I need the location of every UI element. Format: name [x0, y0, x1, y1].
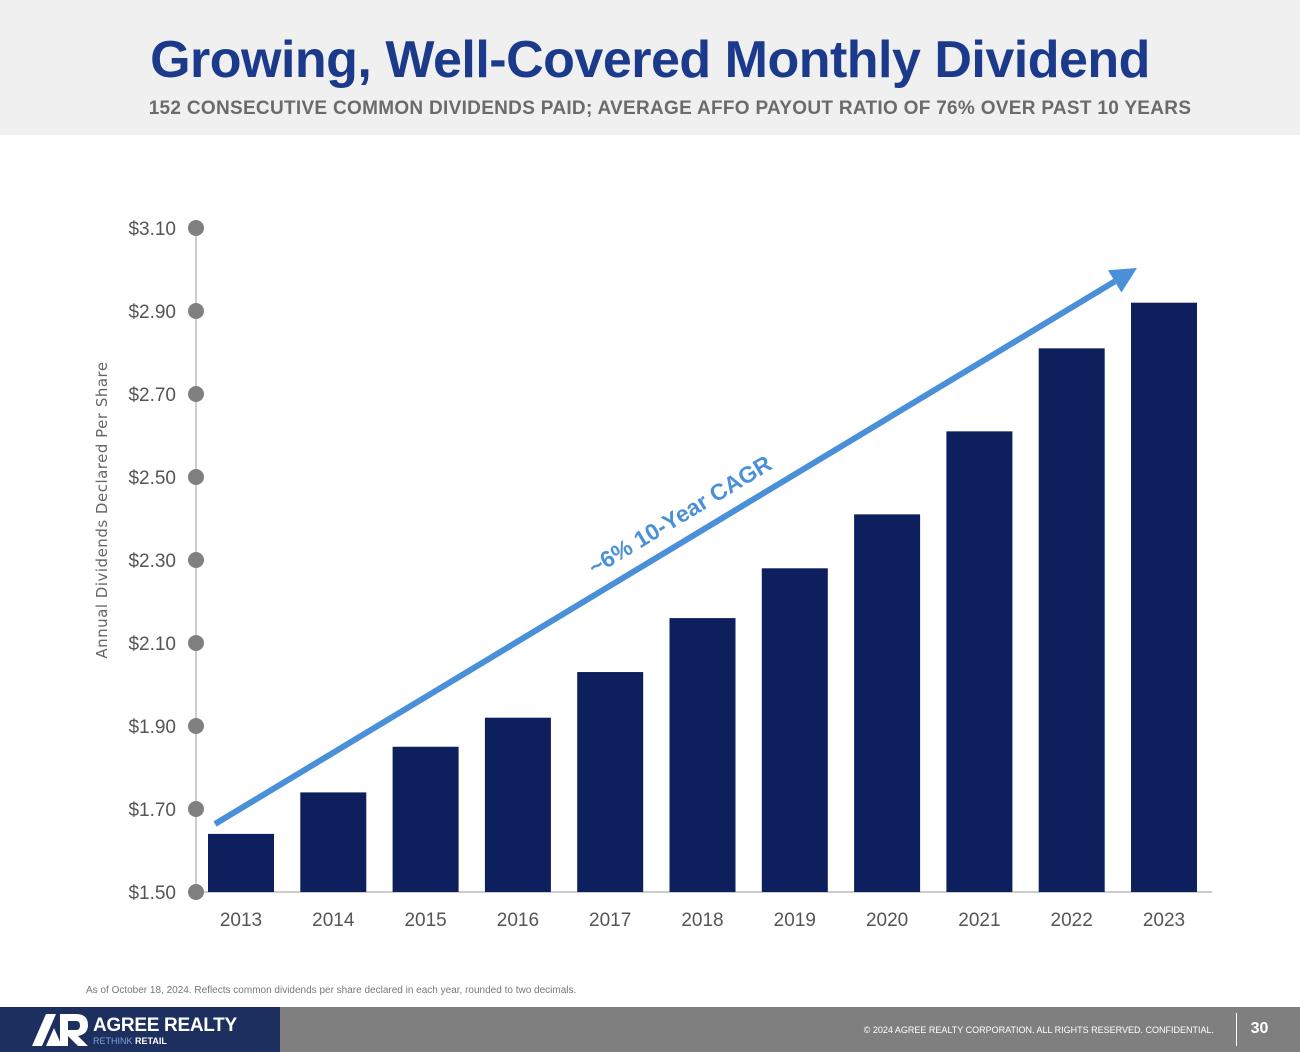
bar-2015 — [392, 746, 459, 892]
y-tick-marker — [188, 303, 204, 319]
footer-bar: AGREE REALTY RETHINK RETAIL © 2024 AGREE… — [0, 1007, 1300, 1052]
x-tick-label: 2019 — [774, 910, 816, 931]
cagr-annotation: ~6% 10-Year CAGR — [584, 450, 777, 580]
copyright-text: © 2024 AGREE REALTY CORPORATION. ALL RIG… — [863, 1025, 1214, 1035]
page-divider — [1236, 1013, 1237, 1046]
y-tick-marker — [188, 469, 204, 485]
tagline-rest: RETAIL — [132, 1036, 167, 1046]
y-axis-title: Annual Dividends Declared Per Share — [93, 361, 111, 658]
x-tick-label: 2022 — [1051, 910, 1093, 931]
x-tick-label: 2021 — [958, 910, 1000, 931]
y-tick-label: $2.50 — [128, 468, 176, 489]
page-number: 30 — [1250, 1020, 1269, 1037]
x-tick-label: 2013 — [220, 910, 262, 931]
x-tick-label: 2014 — [312, 910, 355, 931]
y-tick-label: $2.10 — [128, 634, 176, 655]
y-tick-marker — [188, 718, 204, 734]
page-title: Growing, Well-Covered Monthly Dividend — [150, 31, 1150, 89]
y-tick-marker — [188, 635, 204, 651]
cagr-arrow-head — [1108, 268, 1137, 293]
x-tick-label: 2018 — [681, 910, 723, 931]
y-tick-label: $1.70 — [128, 800, 176, 821]
y-tick-marker — [188, 884, 204, 900]
y-tick-label: $2.70 — [128, 385, 176, 406]
bar-2022 — [1038, 348, 1105, 893]
bar-2013 — [208, 833, 274, 892]
logo-block: AGREE REALTY RETHINK RETAIL — [0, 1007, 280, 1052]
brand-tagline: RETHINK RETAIL — [93, 1036, 167, 1046]
cagr-arrow-shaft — [213, 278, 1117, 827]
bar-2020 — [854, 514, 921, 892]
bar-2021 — [946, 431, 1013, 892]
bar-2016 — [484, 717, 551, 892]
y-tick-label: $1.50 — [128, 883, 176, 904]
y-tick-marker — [188, 552, 204, 568]
bar-2017 — [577, 672, 644, 892]
brand-name: AGREE REALTY — [93, 1015, 237, 1036]
bar-2018 — [669, 618, 736, 892]
page-subtitle: 152 CONSECUTIVE COMMON DIVIDENDS PAID; A… — [148, 98, 1192, 119]
x-tick-label: 2016 — [497, 910, 539, 931]
bar-2019 — [761, 568, 828, 892]
agree-logo-icon — [32, 1014, 88, 1046]
x-tick-label: 2023 — [1143, 910, 1185, 931]
tagline-accent: RETHINK — [93, 1036, 133, 1046]
footnote: As of October 18, 2024. Reflects common … — [86, 985, 577, 996]
y-tick-label: $3.10 — [128, 219, 176, 240]
y-tick-marker — [188, 220, 204, 236]
y-tick-marker — [188, 801, 204, 817]
x-tick-label: 2017 — [589, 910, 631, 931]
y-tick-label: $1.90 — [128, 717, 176, 738]
x-tick-label: 2015 — [404, 910, 446, 931]
y-tick-label: $2.90 — [128, 302, 176, 323]
x-tick-label: 2020 — [866, 910, 908, 931]
header-band: Growing, Well-Covered Monthly Dividend 1… — [0, 0, 1300, 135]
y-tick-label: $2.30 — [128, 551, 176, 572]
y-tick-marker — [188, 386, 204, 402]
bar-2014 — [300, 792, 367, 892]
bar-2023 — [1131, 302, 1197, 892]
